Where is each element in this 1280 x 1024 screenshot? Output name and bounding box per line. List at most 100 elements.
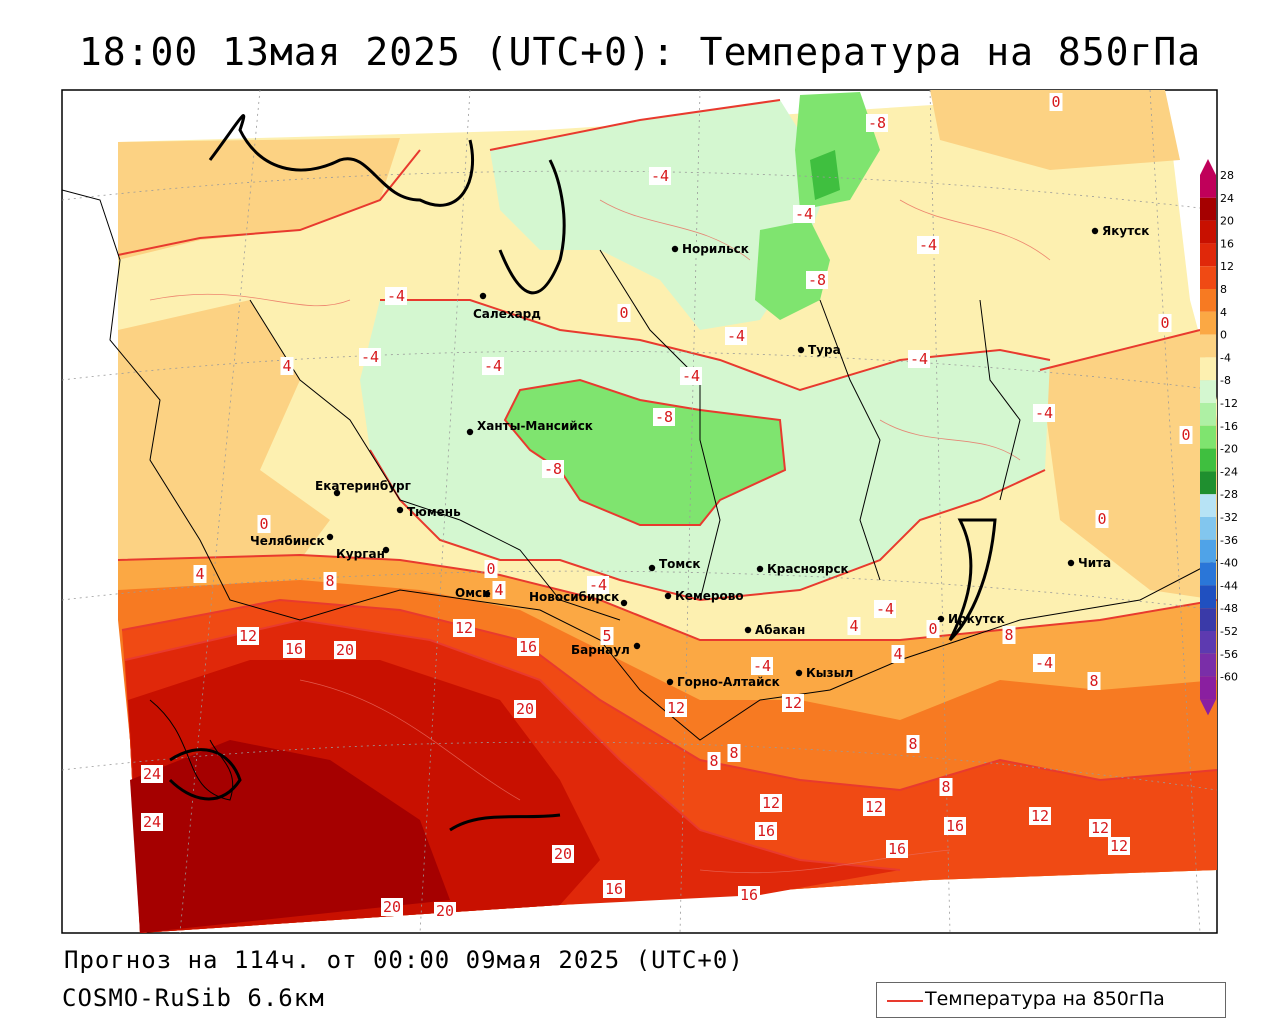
colorbar-arrow-up-icon: [1200, 159, 1216, 175]
isotherm-label-bg: [517, 638, 539, 656]
field-east: [1040, 330, 1217, 600]
isotherm-label-bg: [1179, 426, 1193, 444]
colorbar-swatch: [1200, 403, 1216, 426]
colorbar-swatch: [1200, 562, 1216, 586]
colorbar-label: 16: [1220, 237, 1234, 250]
isotherm-label-bg: [514, 700, 536, 718]
isotherm-label-bg: [939, 778, 953, 796]
isotherm-label-bg: [617, 304, 631, 322]
colorbar-swatch: [1200, 631, 1216, 654]
isotherm-label: -8: [655, 408, 673, 426]
isotherm-label-bg: [738, 886, 760, 904]
isotherm-label-bg: [482, 357, 504, 375]
city-dot-icon: [466, 428, 474, 436]
isotherm-label: -8: [544, 460, 562, 478]
city-dot-icon: [396, 506, 404, 514]
isotherm-label-bg: [1002, 626, 1016, 644]
isotherm-label: -4: [361, 348, 379, 366]
isotherm-label: 4: [494, 581, 503, 599]
isotherm-label: -8: [808, 271, 826, 289]
colorbar-label: 4: [1220, 306, 1227, 319]
city-label: Салехард: [473, 307, 541, 321]
isotherm-label-bg: [680, 367, 702, 385]
isotherm-label: -4: [753, 657, 771, 675]
colorbar-label: -12: [1220, 397, 1238, 410]
city-label: Барнаул: [571, 643, 630, 657]
city-dot-icon: [756, 565, 764, 573]
isotherm-label: 16: [519, 638, 537, 656]
colorbar-label: -16: [1220, 420, 1238, 433]
isotherm-label-bg: [381, 898, 403, 916]
isotherm-label: 12: [1031, 807, 1049, 825]
isotherm-label-bg: [484, 560, 498, 578]
colorbar-label: 20: [1220, 215, 1234, 228]
isotherm-label-bg: [751, 657, 773, 675]
city-dot-icon: [648, 564, 656, 572]
isotherm-label: 12: [667, 699, 685, 717]
isotherm-thin-lines: [149, 199, 1051, 874]
isotherm-label: 20: [554, 845, 572, 863]
colorbar-label: -60: [1220, 671, 1238, 684]
isotherm-label-bg: [587, 576, 609, 594]
city-label: Екатеринбург: [315, 479, 411, 493]
colorbar-swatch: [1200, 539, 1216, 563]
isotherm-label: 20: [516, 700, 534, 718]
isotherm-label: 0: [486, 560, 495, 578]
isotherm-label: 12: [455, 619, 473, 637]
city-dot-icon: [744, 626, 752, 634]
map-title: 18:00 13мая 2025 (UTC+0): Температура на…: [78, 30, 1202, 74]
isotherm-label: 12: [784, 694, 802, 712]
colorbar-swatch: [1200, 653, 1216, 677]
field-green-cold-2: [755, 220, 830, 320]
colorbar-swatch: [1200, 220, 1216, 244]
isotherm-label-bg: [334, 641, 356, 659]
city-dot-icon: [479, 292, 487, 300]
isotherm-label: 0: [928, 620, 937, 638]
isotherm-label-bg: [926, 620, 940, 638]
city-label: Норильск: [682, 242, 749, 256]
isotherm-label-bg: [280, 357, 294, 375]
isotherm-label: 16: [285, 640, 303, 658]
isotherm-label-bg: [1095, 510, 1109, 528]
isotherm-label: 16: [605, 880, 623, 898]
city-label: Омск: [455, 586, 490, 600]
field-west: [118, 300, 330, 560]
city-dot-icon: [633, 642, 641, 650]
city-label: Кемерово: [675, 589, 744, 603]
isotherm-label: 8: [325, 572, 334, 590]
isotherm-label-bg: [707, 752, 721, 770]
city-markers: Якутск Норильск Салехард Тура Ханты-Мансийск…: [250, 224, 1149, 689]
isotherm-label: 20: [436, 902, 454, 920]
field-green-north: [490, 100, 830, 330]
isotherm-label-bg: [653, 408, 675, 426]
colorbar-swatch: [1200, 311, 1216, 335]
colorbar-swatch: [1200, 289, 1216, 312]
isotherm-label-bg: [1049, 93, 1063, 111]
isotherm-label: 4: [282, 357, 291, 375]
isotherm-label: -4: [682, 367, 700, 385]
isotherm-label-bg: [552, 845, 574, 863]
isotherm-label-bg: [1033, 404, 1055, 422]
colorbar-label: -20: [1220, 443, 1238, 456]
isotherm-label: 8: [729, 744, 738, 762]
city-dot-icon: [795, 669, 803, 677]
isotherm-label-bg: [874, 600, 896, 618]
colorbar-label: -24: [1220, 465, 1238, 478]
colorbar-swatch: [1200, 494, 1216, 517]
city-label: Ханты-Мансийск: [477, 419, 593, 433]
isotherm-label-bg: [1089, 819, 1111, 837]
city-dot-icon: [671, 245, 679, 253]
isotherm-label: 8: [1089, 672, 1098, 690]
isotherm-label: 16: [888, 840, 906, 858]
map-fields: [62, 90, 1217, 933]
city-dot-icon: [326, 533, 334, 541]
isotherm-label-bg: [434, 902, 456, 920]
isotherm-label: -4: [484, 357, 502, 375]
colorbar-swatch: [1200, 517, 1216, 540]
isotherm-label-bg: [725, 327, 747, 345]
colorbar-swatch: [1200, 175, 1216, 198]
isotherm-label: -4: [651, 167, 669, 185]
isotherm-label: -4: [910, 350, 928, 368]
city-dot-icon: [797, 346, 805, 354]
